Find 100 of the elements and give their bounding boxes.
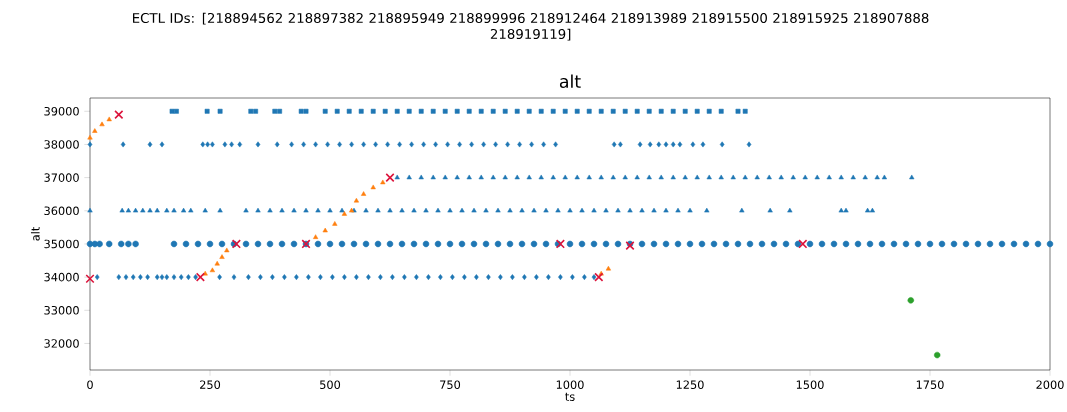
point — [814, 174, 820, 180]
chart-title: ECTL IDs: [218894562 218897382 218895949 218899996 218912464 218913989 218915500 218915925 218907888 218919119] — [133, 12, 929, 41]
point — [802, 174, 808, 180]
point — [663, 207, 669, 213]
point — [483, 207, 489, 213]
point — [558, 274, 563, 281]
point — [615, 207, 621, 213]
point — [622, 108, 628, 114]
point — [243, 207, 249, 213]
point — [258, 274, 263, 281]
point — [490, 108, 496, 114]
point — [909, 174, 915, 180]
point — [718, 174, 724, 180]
point — [353, 197, 359, 203]
point — [313, 141, 318, 148]
point — [94, 274, 100, 281]
point — [526, 108, 532, 114]
point — [394, 174, 400, 180]
x-tick-label: 500 — [320, 380, 341, 389]
point — [586, 108, 592, 114]
point — [123, 274, 129, 281]
point — [639, 207, 645, 213]
point — [370, 184, 376, 190]
point — [611, 141, 617, 148]
point — [409, 141, 414, 148]
point — [663, 141, 669, 148]
point — [718, 108, 724, 114]
point — [303, 108, 309, 114]
point — [217, 274, 222, 281]
point — [358, 108, 364, 114]
point — [125, 207, 131, 213]
point — [237, 141, 243, 148]
x-tick-label: 1250 — [676, 380, 704, 389]
point — [291, 207, 297, 213]
point — [277, 108, 283, 114]
point — [306, 274, 311, 281]
point — [502, 108, 508, 114]
point — [92, 128, 98, 133]
point — [430, 108, 436, 114]
y-tick-label: 32000 — [44, 339, 79, 348]
point — [622, 174, 628, 180]
point — [519, 207, 525, 213]
point — [574, 174, 580, 180]
point — [459, 207, 465, 213]
point — [582, 274, 587, 281]
point — [486, 274, 491, 281]
point — [579, 207, 585, 213]
point — [390, 274, 395, 281]
point — [224, 247, 230, 253]
point — [457, 141, 462, 148]
point — [634, 174, 640, 180]
point — [147, 141, 153, 148]
point — [670, 141, 676, 148]
point — [378, 274, 383, 281]
point — [406, 174, 412, 180]
point — [522, 274, 527, 281]
point — [394, 108, 400, 114]
point — [282, 274, 287, 281]
point — [159, 141, 165, 148]
point — [116, 274, 122, 281]
point — [366, 274, 371, 281]
point — [469, 141, 474, 148]
point — [442, 174, 448, 180]
point — [342, 274, 347, 281]
point — [514, 108, 520, 114]
point — [490, 174, 496, 180]
point — [298, 108, 304, 114]
point — [164, 207, 170, 213]
point — [120, 141, 126, 148]
point — [466, 174, 472, 180]
point — [202, 207, 208, 213]
point — [618, 141, 623, 148]
point — [526, 174, 532, 180]
point — [538, 108, 544, 114]
point — [865, 207, 871, 213]
point — [754, 174, 760, 180]
point — [454, 108, 460, 114]
point — [219, 254, 225, 259]
point — [341, 211, 347, 216]
point — [186, 274, 191, 281]
point — [154, 274, 160, 281]
point — [462, 274, 467, 281]
point — [706, 108, 712, 114]
point — [272, 108, 278, 114]
point — [502, 174, 508, 180]
point — [694, 174, 700, 180]
point — [598, 174, 604, 180]
x-tick-label: 250 — [200, 380, 221, 389]
point — [471, 207, 477, 213]
point — [318, 274, 323, 281]
point — [798, 239, 808, 249]
point — [550, 174, 556, 180]
point — [133, 207, 139, 213]
x-tick-label: 0 — [87, 380, 93, 389]
point — [838, 174, 844, 180]
point — [380, 179, 386, 185]
point — [634, 108, 640, 114]
point — [373, 141, 378, 148]
point — [651, 207, 657, 213]
y-tick-label: 37000 — [44, 173, 79, 182]
